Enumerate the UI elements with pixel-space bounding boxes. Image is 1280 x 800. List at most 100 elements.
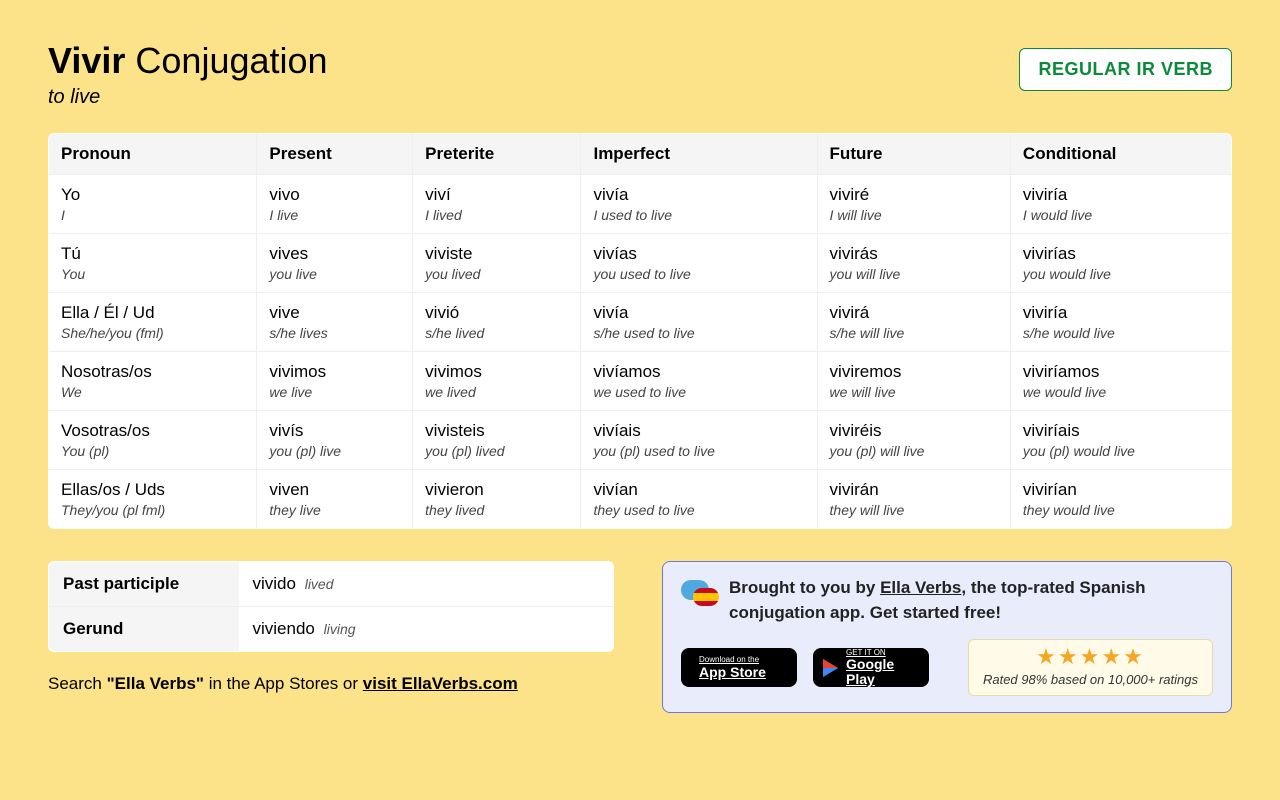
pronoun-gloss: You — [61, 266, 244, 282]
conjugation-gloss: I lived — [425, 207, 568, 223]
conjugation-gloss: we would live — [1023, 384, 1219, 400]
conjugation-cell: vivió s/he lived — [413, 293, 581, 352]
rating-box: ★★★★★ Rated 98% based on 10,000+ ratings — [968, 639, 1213, 696]
conjugation-main: vivió — [425, 303, 568, 323]
visit-website-link[interactable]: visit EllaVerbs.com — [363, 674, 518, 693]
forms-table: Past participle vivido lived Gerund vivi… — [48, 561, 614, 652]
conjugation-gloss: s/he lived — [425, 325, 568, 341]
conjugation-main: viviréis — [830, 421, 998, 441]
appstore-big: App Store — [699, 665, 766, 680]
conjugation-cell: viviste you lived — [413, 234, 581, 293]
conjugation-cell: vivirá s/he will live — [817, 293, 1010, 352]
app-store-button[interactable]: Download on the App Store — [681, 648, 797, 687]
conjugation-cell: viví I lived — [413, 175, 581, 234]
promo-text: Brought to you by Ella Verbs, the top-ra… — [729, 576, 1213, 625]
google-play-button[interactable]: GET IT ON Google Play — [813, 648, 929, 687]
pronoun-main: Ella / Él / Ud — [61, 303, 244, 323]
conjugation-cell: viviríaI would live — [1010, 175, 1231, 234]
conjugation-main: viviríais — [1023, 421, 1219, 441]
promo-panel: Brought to you by Ella Verbs, the top-ra… — [662, 561, 1232, 713]
conjugation-cell: vivías/he used to live — [581, 293, 817, 352]
app-logo-icon — [681, 578, 717, 614]
conjugation-main: viviríamos — [1023, 362, 1219, 382]
verb-type-badge: REGULAR IR VERB — [1019, 48, 1232, 91]
conjugation-gloss: you used to live — [593, 266, 804, 282]
past-participle-value: vivido lived — [239, 562, 614, 607]
table-row: TúYouvivesyou livevivisteyou livedvivías… — [49, 234, 1232, 293]
conjugation-cell: vive s/he lives — [257, 293, 413, 352]
past-participle-gloss: lived — [305, 576, 334, 592]
conjugation-gloss: they lived — [425, 502, 568, 518]
search-instructions: Search "Ella Verbs" in the App Stores or… — [48, 674, 614, 694]
conjugation-cell: vivísyou (pl) live — [257, 411, 413, 470]
conjugation-main: viven — [269, 480, 400, 500]
conjugation-cell: vivíaisyou (pl) used to live — [581, 411, 817, 470]
conjugation-cell: viviréI will live — [817, 175, 1010, 234]
verb-name: Vivir — [48, 40, 125, 81]
conjugation-gloss: s/he will live — [830, 325, 998, 341]
conjugation-gloss: I would live — [1023, 207, 1219, 223]
conjugation-cell: vivimoswe lived — [413, 352, 581, 411]
conjugation-gloss: you will live — [830, 266, 998, 282]
conjugation-cell: vivirásyou will live — [817, 234, 1010, 293]
conjugation-gloss: I live — [269, 207, 400, 223]
table-row: Vosotras/osYou (pl)vivísyou (pl) liveviv… — [49, 411, 1232, 470]
pronoun-cell: Ellas/os / UdsThey/you (pl fml) — [49, 470, 257, 529]
verb-translation: to live — [48, 86, 328, 109]
ella-verbs-link[interactable]: Ella Verbs — [880, 578, 961, 597]
conjugation-table: PronounPresentPreteriteImperfectFutureCo… — [48, 133, 1232, 529]
table-row: Nosotras/osWevivimoswe livevivimoswe liv… — [49, 352, 1232, 411]
conjugation-cell: vivíanthey used to live — [581, 470, 817, 529]
pronoun-cell: Vosotras/os You (pl) — [49, 411, 257, 470]
pronoun-main: Ellas/os / Uds — [61, 480, 244, 500]
pronoun-gloss: She/he/you (fml) — [61, 325, 244, 341]
conjugation-gloss: you (pl) live — [269, 443, 400, 459]
pronoun-cell: TúYou — [49, 234, 257, 293]
conjugation-main: viviste — [425, 244, 568, 264]
column-header: Conditional — [1010, 134, 1231, 175]
column-header: Imperfect — [581, 134, 817, 175]
conjugation-gloss: s/he lives — [269, 325, 400, 341]
conjugation-main: vivía — [593, 303, 804, 323]
column-header: Present — [257, 134, 413, 175]
conjugation-gloss: you live — [269, 266, 400, 282]
conjugation-cell: viviríanthey would live — [1010, 470, 1231, 529]
conjugation-gloss: I will live — [830, 207, 998, 223]
conjugation-cell: vivisteisyou (pl) lived — [413, 411, 581, 470]
conjugation-main: vivirá — [830, 303, 998, 323]
rating-text: Rated 98% based on 10,000+ ratings — [983, 672, 1198, 687]
past-participle-label: Past participle — [49, 562, 239, 607]
conjugation-main: viviría — [1023, 303, 1219, 323]
conjugation-cell: vivíamoswe used to live — [581, 352, 817, 411]
past-participle-main: vivido — [253, 574, 296, 593]
conjugation-main: viví — [425, 185, 568, 205]
conjugation-main: vive — [269, 303, 400, 323]
conjugation-gloss: we live — [269, 384, 400, 400]
conjugation-main: vivieron — [425, 480, 568, 500]
conjugation-cell: vivesyou live — [257, 234, 413, 293]
conjugation-cell: vivoI live — [257, 175, 413, 234]
conjugation-main: vivirán — [830, 480, 998, 500]
conjugation-gloss: you (pl) used to live — [593, 443, 804, 459]
table-row: Ellas/os / UdsThey/you (pl fml) viven they… — [49, 470, 1232, 529]
table-row: YoIvivoI livevivíI livedvivíaI used to l… — [49, 175, 1232, 234]
conjugation-gloss: they used to live — [593, 502, 804, 518]
pronoun-cell: Nosotras/osWe — [49, 352, 257, 411]
conjugation-gloss: you (pl) will live — [830, 443, 998, 459]
gerund-label: Gerund — [49, 607, 239, 652]
pronoun-main: Vosotras/os — [61, 421, 244, 441]
conjugation-cell: vivía I used to live — [581, 175, 817, 234]
gerund-gloss: living — [324, 621, 356, 637]
conjugation-gloss: they live — [269, 502, 400, 518]
google-play-icon — [823, 659, 838, 677]
conjugation-gloss: you lived — [425, 266, 568, 282]
conjugation-gloss: s/he would live — [1023, 325, 1219, 341]
conjugation-main: vivirían — [1023, 480, 1219, 500]
conjugation-cell: viviríaisyou (pl) would live — [1010, 411, 1231, 470]
page-title: Vivir Conjugation — [48, 40, 328, 82]
pronoun-gloss: You (pl) — [61, 443, 244, 459]
conjugation-gloss: I used to live — [593, 207, 804, 223]
conjugation-main: vivía — [593, 185, 804, 205]
conjugation-cell: viviránthey will live — [817, 470, 1010, 529]
gerund-main: viviendo — [253, 619, 315, 638]
